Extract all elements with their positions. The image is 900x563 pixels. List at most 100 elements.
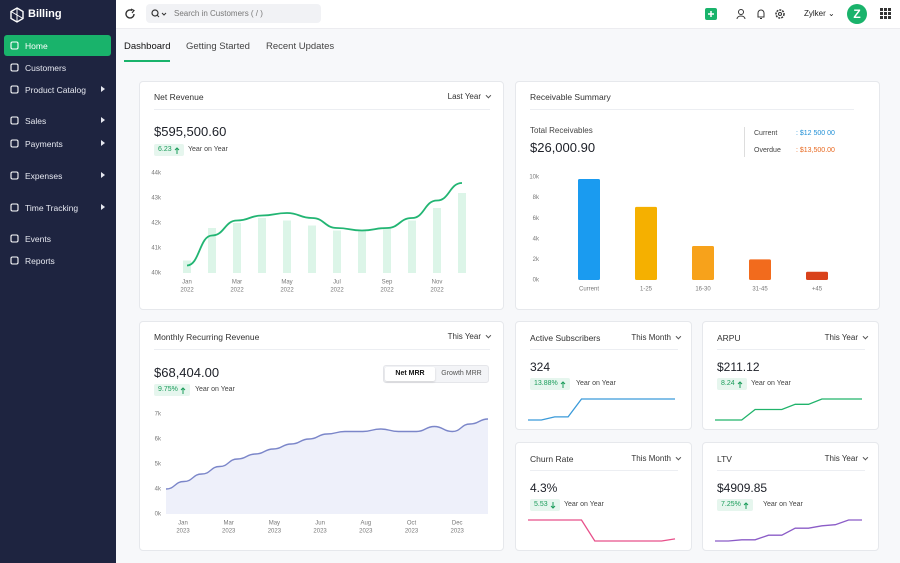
submenu-caret (101, 117, 105, 123)
nav-item[interactable]: Product Catalog (4, 79, 111, 100)
overdue-label: Overdue (754, 147, 781, 154)
avatar[interactable]: Z (847, 4, 867, 24)
receivable-card: Receivable Summary Total Receivables $26… (515, 81, 880, 310)
change-badge: 13.88% (530, 378, 570, 390)
bell-icon[interactable] (755, 8, 767, 20)
icon-shape (10, 139, 19, 148)
nav-label: Sales (25, 115, 47, 126)
net-revenue-card: Net Revenue Last Year $595,500.60 6.23 Y… (139, 81, 504, 310)
arrow-up (737, 380, 742, 388)
nav-item[interactable]: Home (4, 35, 111, 56)
divider (530, 470, 678, 471)
change-value: 5.53 (534, 501, 548, 508)
search-box[interactable]: Search in Customers ( / ) (146, 4, 321, 23)
nav-icon (10, 139, 19, 148)
arrow-shape (560, 380, 566, 388)
card-title: Net Revenue (154, 92, 204, 102)
card-title: Active Subscribers (530, 333, 601, 343)
amount: $595,500.60 (154, 124, 227, 139)
nav-label: Customers (25, 62, 67, 73)
org-name: Zylker (804, 9, 826, 18)
icon-shape (10, 256, 19, 265)
nav-item[interactable]: Reports (4, 250, 111, 271)
nav-icon (10, 85, 19, 94)
mrr-toggle: Net MRR Growth MRR (383, 365, 489, 383)
metric-card: ARPU This Year $211.12 8.24 Year on Year (702, 321, 879, 430)
change-value: 6.23 (158, 146, 172, 153)
users-icon[interactable] (736, 8, 748, 20)
icon-shape (10, 203, 19, 212)
arrow-down (550, 501, 555, 509)
icon-shape (10, 41, 19, 50)
settings-icon[interactable] (774, 8, 786, 20)
arrow-up (560, 380, 566, 388)
brand-logo (10, 7, 24, 23)
divider (717, 349, 865, 350)
period-select[interactable]: This Month (631, 333, 679, 342)
nav-icon (10, 116, 19, 125)
separator (744, 127, 745, 157)
toggle-option[interactable]: Net MRR (385, 367, 435, 381)
nav-label: Home (25, 40, 48, 51)
change-note: Year on Year (195, 386, 235, 393)
period-select[interactable]: This Year (448, 332, 489, 341)
nav-item[interactable]: Payments (4, 133, 111, 154)
divider (530, 109, 854, 110)
period-select[interactable]: This Month (631, 454, 679, 463)
toggle-option[interactable]: Growth MRR (441, 370, 482, 377)
nav-label: Time Tracking (25, 202, 79, 213)
nav-label: Reports (25, 255, 55, 266)
metric-value: 324 (530, 360, 551, 374)
metric-card: Active Subscribers This Month 324 13.88% Yea… (515, 321, 692, 430)
nav-icon (10, 203, 19, 212)
overdue-value: : $13,500.00 (796, 147, 835, 154)
tab[interactable]: Getting Started (186, 41, 250, 52)
card-title: ARPU (717, 333, 741, 343)
brand-name: Billing (28, 8, 62, 20)
change-note: Year on Year (576, 380, 616, 387)
period-select[interactable]: Last Year (448, 92, 489, 101)
period-select[interactable]: This Year (825, 333, 866, 342)
divider (154, 109, 490, 110)
submenu-caret (101, 172, 105, 178)
arrow-up (174, 146, 179, 154)
current-value: : $12 500 00 (796, 130, 835, 137)
nav-icon (10, 171, 19, 180)
tab[interactable]: Dashboard (124, 41, 171, 62)
icon-shape (10, 63, 19, 72)
refresh-icon[interactable] (124, 8, 136, 20)
nav-icon (10, 256, 19, 265)
arrow-shape (550, 501, 555, 509)
org-switcher[interactable]: Zylker ⌄ (804, 9, 835, 18)
change-badge: 6.23 (154, 144, 184, 156)
change-note: Year on Year (763, 501, 803, 508)
period-select[interactable]: This Year (825, 454, 866, 463)
change-value: 7.25% (721, 501, 741, 508)
amount: $68,404.00 (154, 365, 220, 380)
change-value: 13.88% (534, 380, 558, 387)
nav-item[interactable]: Events (4, 228, 111, 249)
metric-card: LTV This Year $4909.85 7.25% Year on Year (702, 442, 879, 551)
nav-label: Payments (25, 138, 63, 149)
search-placeholder: Search in Customers ( / ) (174, 9, 263, 18)
metric-value: $211.12 (717, 360, 760, 374)
search-icon (151, 9, 167, 18)
tab[interactable]: Recent Updates (266, 41, 335, 52)
nav-item[interactable]: Expenses (4, 165, 111, 186)
change-note: Year on Year (188, 146, 228, 153)
arrow-shape (737, 380, 742, 388)
nav-item[interactable]: Sales (4, 110, 111, 131)
change-badge: 5.53 (530, 499, 560, 511)
nav-item[interactable]: Time Tracking (4, 197, 111, 218)
apps-icon[interactable] (880, 8, 891, 19)
submenu-caret (101, 204, 105, 210)
nav-item[interactable]: Customers (4, 57, 111, 78)
card-title: LTV (717, 454, 732, 464)
icon-shape (10, 116, 19, 125)
change-note: Year on Year (751, 380, 791, 387)
icon-shape (10, 85, 19, 94)
topbar: Search in Customers ( / ) Zylker ⌄ Z (116, 0, 900, 29)
sidebar: Billing Home Customers Product Catalog Sale… (0, 0, 116, 563)
total-amount: $26,000.90 (530, 140, 596, 155)
add-button[interactable] (705, 8, 717, 20)
